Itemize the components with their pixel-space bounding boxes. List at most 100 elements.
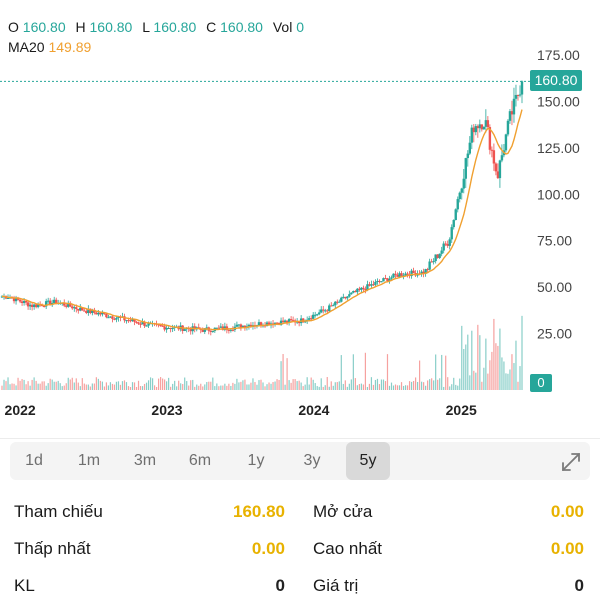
volume-bar bbox=[210, 381, 212, 390]
candle-body bbox=[476, 126, 480, 129]
volume-label: Vol bbox=[272, 19, 293, 35]
candle-body bbox=[189, 329, 192, 332]
open-label: O bbox=[8, 19, 19, 35]
candle-body bbox=[169, 327, 172, 329]
candle-body bbox=[494, 163, 498, 172]
volume-bar bbox=[447, 377, 449, 390]
candle-body bbox=[394, 273, 397, 275]
candle-body bbox=[376, 280, 379, 282]
volume-bar bbox=[256, 384, 258, 390]
candle-body bbox=[506, 120, 510, 135]
candle-body bbox=[229, 329, 233, 331]
volume-bar bbox=[264, 386, 266, 390]
volume-bar bbox=[224, 383, 226, 390]
volume-bar bbox=[356, 385, 358, 390]
candle-body bbox=[514, 94, 518, 99]
candle-body bbox=[91, 309, 94, 314]
volume-bar bbox=[304, 384, 306, 390]
y-tick-label: 100.00 bbox=[537, 186, 580, 202]
volume-bar bbox=[439, 378, 441, 390]
volume-bar bbox=[1, 385, 3, 390]
candle-body bbox=[512, 98, 516, 115]
candle-body bbox=[510, 111, 514, 115]
range-1m-button[interactable]: 1m bbox=[77, 452, 101, 469]
volume-bar bbox=[501, 357, 503, 390]
candle-body bbox=[352, 290, 355, 293]
volume-bar bbox=[127, 386, 130, 390]
volume-bar bbox=[182, 384, 184, 390]
candle-body bbox=[386, 278, 389, 282]
candlestick-chart[interactable]: 175.00 150.00 125.00 100.00 75.00 50.00 25.00 0… bbox=[0, 0, 600, 438]
candle-body bbox=[87, 308, 90, 314]
x-tick-label: 2022 bbox=[5, 402, 36, 418]
volume-bar bbox=[49, 378, 51, 390]
volume-bar bbox=[216, 383, 218, 390]
candle-body bbox=[322, 309, 325, 311]
candle-body bbox=[446, 243, 449, 246]
candle-body bbox=[452, 220, 455, 228]
candle-body bbox=[307, 318, 311, 320]
candle-body bbox=[316, 314, 319, 316]
volume-bar bbox=[499, 328, 501, 390]
volume-bar bbox=[268, 382, 270, 390]
volume-bar bbox=[338, 381, 340, 390]
volume-bar bbox=[81, 378, 83, 390]
expand-icon[interactable] bbox=[558, 449, 584, 475]
candle-body bbox=[0, 296, 4, 298]
candle-body bbox=[259, 322, 263, 326]
candle-body bbox=[65, 305, 68, 307]
candle-body bbox=[163, 326, 166, 330]
candle-body bbox=[36, 304, 40, 308]
volume-bar bbox=[280, 361, 282, 390]
candle-body bbox=[99, 312, 102, 315]
high-value: 160.80 bbox=[89, 19, 133, 35]
volume-bar bbox=[220, 385, 222, 390]
volume-bar bbox=[350, 379, 352, 390]
volume-bar bbox=[234, 383, 236, 390]
candle-body bbox=[498, 160, 502, 179]
volume-bar bbox=[294, 379, 296, 390]
range-5y-button[interactable]: 5y bbox=[346, 442, 390, 480]
x-tick-label: 2023 bbox=[151, 402, 182, 418]
candle-body bbox=[26, 302, 30, 307]
volume-bar bbox=[228, 383, 230, 390]
candle-body bbox=[400, 273, 403, 276]
x-tick-label: 2024 bbox=[298, 402, 329, 418]
volume-bar bbox=[380, 379, 383, 390]
volume-bar bbox=[101, 381, 103, 390]
volume-bar bbox=[240, 381, 242, 390]
volume-bar bbox=[398, 385, 401, 390]
volume-bar bbox=[198, 385, 200, 390]
low-label: L bbox=[142, 19, 150, 35]
volume-bar bbox=[425, 385, 427, 390]
candle-body bbox=[314, 314, 317, 316]
volume-bar bbox=[300, 382, 302, 390]
volume-bar bbox=[21, 379, 23, 390]
volume-bar bbox=[115, 381, 118, 390]
candle-body bbox=[139, 323, 142, 325]
price-chart[interactable]: 175.00 150.00 125.00 100.00 75.00 50.00 25.00 0… bbox=[0, 0, 600, 438]
candle-body bbox=[205, 327, 208, 329]
candle-body bbox=[378, 280, 381, 282]
candle-body bbox=[283, 320, 287, 323]
volume-bar bbox=[39, 383, 41, 390]
volume-bar bbox=[461, 325, 463, 390]
volume-bar bbox=[463, 349, 465, 390]
volume-bar bbox=[15, 385, 17, 390]
range-3y-button[interactable]: 3y bbox=[303, 452, 321, 469]
volume-bar bbox=[168, 377, 170, 390]
candle-body bbox=[209, 330, 213, 332]
range-1y-button[interactable]: 1y bbox=[247, 452, 265, 469]
candle-body bbox=[326, 310, 329, 312]
volume-bar bbox=[51, 379, 53, 390]
range-6m-button[interactable]: 6m bbox=[188, 452, 212, 469]
volume-bar bbox=[11, 383, 13, 390]
candle-body bbox=[466, 153, 469, 159]
range-3m-button[interactable]: 3m bbox=[133, 452, 157, 469]
volume-bar bbox=[278, 379, 280, 390]
volume-bar bbox=[19, 380, 21, 390]
volume-bar bbox=[503, 361, 505, 390]
range-1d-button[interactable]: 1d bbox=[25, 452, 43, 469]
mo-cua-value: 0.00 bbox=[550, 502, 584, 521]
volume-bar bbox=[354, 378, 356, 390]
